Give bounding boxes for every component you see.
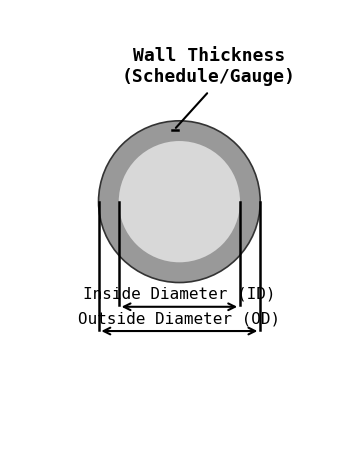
Text: Wall Thickness
(Schedule/Gauge): Wall Thickness (Schedule/Gauge) xyxy=(122,47,296,86)
Text: Inside Diameter (ID): Inside Diameter (ID) xyxy=(83,287,276,302)
Circle shape xyxy=(99,121,260,283)
Circle shape xyxy=(119,141,240,262)
Text: Outside Diameter (OD): Outside Diameter (OD) xyxy=(78,311,280,326)
